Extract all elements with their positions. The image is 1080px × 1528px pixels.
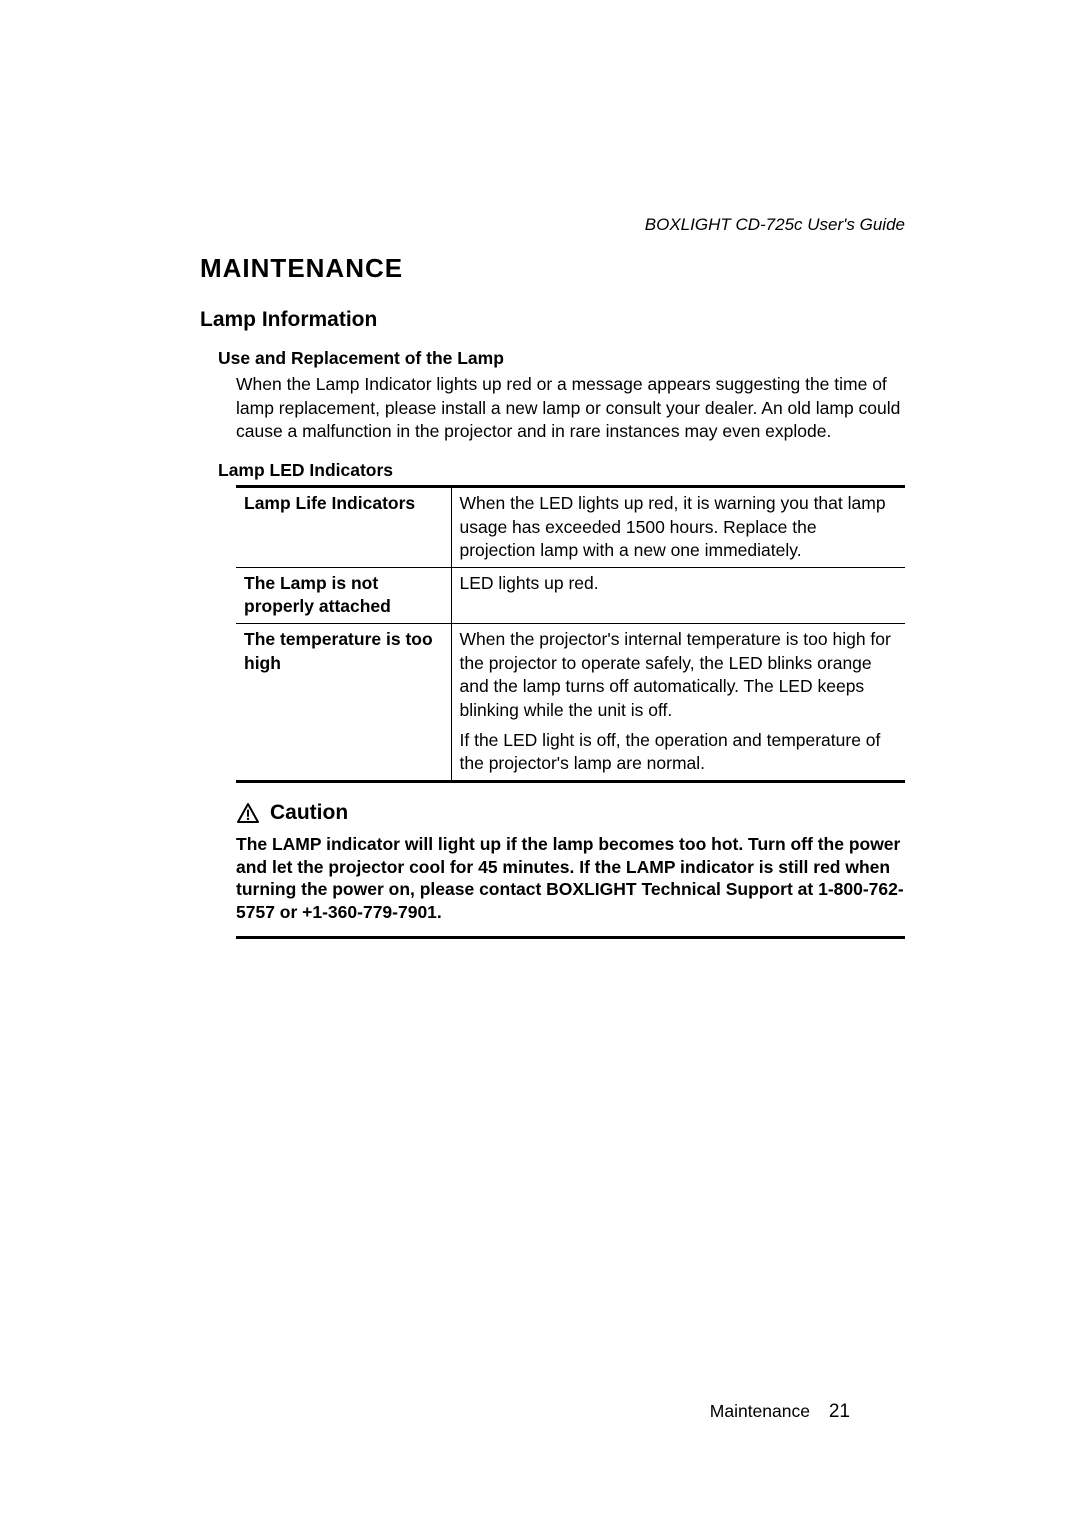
table-cell-label: The Lamp is not properly attached — [236, 567, 451, 623]
led-indicators-table: Lamp Life Indicators When the LED lights… — [236, 485, 905, 783]
table-row: Lamp Life Indicators When the LED lights… — [236, 488, 905, 567]
page-footer: Maintenance 21 — [710, 1401, 850, 1423]
table-cell-desc-p2: If the LED light is off, the operation a… — [460, 729, 898, 776]
footer-section-name: Maintenance — [710, 1401, 810, 1421]
led-indicators-heading: Lamp LED Indicators — [218, 460, 905, 481]
table-cell-desc: LED lights up red. — [451, 567, 905, 623]
caution-label: Caution — [270, 801, 348, 825]
table-cell-desc: When the projector's internal temperatur… — [451, 624, 905, 780]
table-cell-label: The temperature is too high — [236, 624, 451, 780]
caution-header: Caution — [236, 801, 905, 825]
table-cell-label: Lamp Life Indicators — [236, 488, 451, 567]
use-replacement-heading: Use and Replacement of the Lamp — [218, 348, 905, 369]
footer-page-number: 21 — [829, 1401, 850, 1422]
table-cell-desc: When the LED lights up red, it is warnin… — [451, 488, 905, 567]
caution-block: Caution The LAMP indicator will light up… — [236, 801, 905, 939]
table-row: The temperature is too high When the pro… — [236, 624, 905, 780]
warning-triangle-icon — [236, 801, 260, 825]
section-title: MAINTENANCE — [200, 253, 905, 284]
page-content: BOXLIGHT CD-725c User's Guide MAINTENANC… — [0, 0, 1080, 999]
use-replacement-body: When the Lamp Indicator lights up red or… — [236, 373, 905, 444]
caution-text: The LAMP indicator will light up if the … — [236, 833, 905, 924]
table-cell-desc-p1: When the projector's internal temperatur… — [460, 628, 898, 723]
lamp-information-heading: Lamp Information — [200, 308, 905, 332]
header-guide-title: BOXLIGHT CD-725c User's Guide — [200, 215, 905, 235]
table-row: The Lamp is not properly attached LED li… — [236, 567, 905, 623]
